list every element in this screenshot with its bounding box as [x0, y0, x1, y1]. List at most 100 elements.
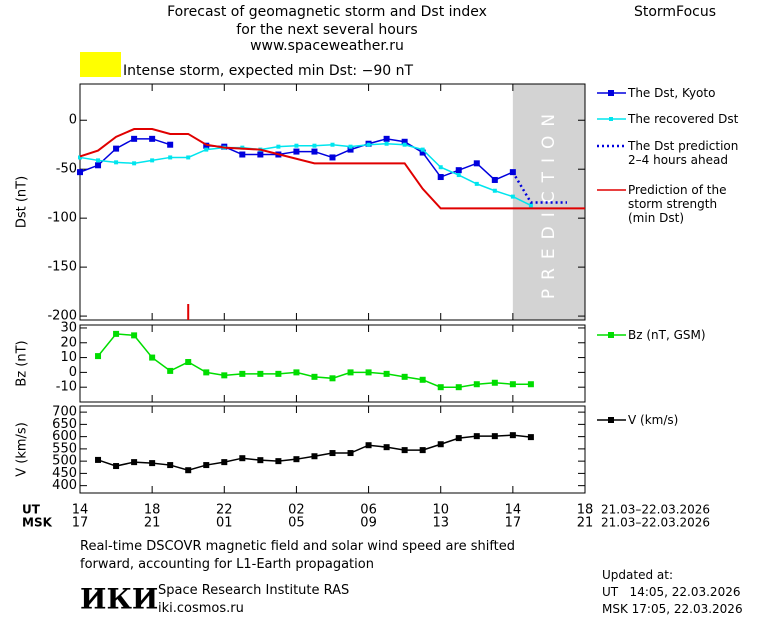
data-point	[77, 169, 83, 176]
data-point	[294, 143, 299, 148]
data-point	[293, 456, 300, 463]
msk-label: MSK	[22, 516, 53, 530]
data-point	[401, 138, 408, 145]
x-tick-label: 10	[432, 503, 449, 518]
x-tick-label-msk: 01	[216, 516, 233, 531]
storm-legend-text: Intense storm, expected min Dst: −90 nT	[123, 63, 413, 79]
legend-marker	[608, 90, 614, 96]
data-point	[131, 459, 138, 466]
data-point	[311, 453, 318, 460]
data-point	[527, 381, 534, 388]
y-tick-label: -10	[56, 380, 77, 395]
y-tick-label: 550	[52, 441, 77, 456]
data-point	[257, 151, 264, 158]
data-point	[348, 144, 353, 149]
y-tick-label: 20	[60, 335, 77, 350]
data-point	[456, 173, 461, 178]
x-tick-label-msk: 05	[288, 516, 305, 531]
data-point	[365, 369, 372, 376]
y-tick-label: 400	[52, 478, 77, 493]
brand: StormFocus	[634, 4, 716, 20]
data-point	[78, 155, 82, 160]
legend-entry: V (km/s)	[628, 413, 679, 427]
series-line	[511, 171, 567, 204]
data-point	[311, 148, 318, 155]
data-point	[510, 194, 515, 199]
data-point	[167, 141, 174, 148]
data-point	[167, 462, 174, 469]
x-tick-label-msk: 17	[72, 516, 89, 531]
data-point	[312, 143, 317, 148]
data-point	[419, 149, 426, 156]
data-point	[132, 161, 137, 166]
data-point	[347, 146, 354, 153]
series-line	[79, 138, 514, 181]
data-point	[95, 162, 102, 169]
data-point	[150, 158, 155, 163]
prediction-label: PREDICTION	[539, 105, 559, 299]
website: iki.cosmos.ru	[158, 601, 244, 616]
y-tick-label: 30	[60, 320, 77, 335]
plot-frame	[79, 324, 586, 403]
x-tick-label-msk: 09	[360, 516, 377, 531]
data-point	[96, 158, 101, 163]
series-line	[79, 128, 585, 210]
note-line: Real-time DSCOVR magnetic field and sola…	[80, 539, 516, 554]
data-point	[221, 372, 228, 379]
data-point	[204, 147, 209, 152]
x-tick-label: 22	[216, 503, 233, 518]
data-point	[509, 432, 516, 439]
data-point	[293, 148, 300, 155]
data-point	[491, 176, 498, 183]
plot-frame	[79, 83, 586, 321]
y-tick-label: 700	[52, 405, 77, 420]
data-point	[275, 370, 282, 377]
x-tick-label: 18	[144, 503, 161, 518]
title-line: www.spaceweather.ru	[250, 38, 404, 54]
data-point	[383, 135, 390, 142]
y-tick-label: 0	[69, 365, 77, 380]
data-point	[113, 145, 120, 152]
data-point	[438, 165, 443, 170]
data-point	[473, 433, 480, 440]
data-point	[492, 188, 497, 193]
data-point	[347, 450, 354, 457]
legend-entry: Prediction of the storm strength (min Ds…	[628, 183, 727, 225]
y-axis-label: V (km/s)	[15, 422, 30, 477]
data-point	[491, 433, 498, 440]
x-tick-label-msk: 21	[144, 516, 161, 531]
data-point	[437, 384, 444, 391]
data-point	[329, 154, 336, 161]
x-tick-label: 14	[72, 503, 89, 518]
series-line	[79, 142, 532, 207]
data-point	[131, 135, 138, 142]
data-point	[402, 142, 407, 147]
ut-label: UT	[22, 503, 41, 517]
legend-entry: The Dst, Kyoto	[628, 86, 716, 100]
data-point	[455, 167, 462, 174]
x-tick-label: 14	[505, 503, 522, 518]
y-axis-label: Dst (nT)	[15, 176, 30, 228]
data-point	[239, 455, 246, 462]
data-point	[455, 384, 462, 391]
data-point	[527, 434, 534, 441]
data-point	[185, 359, 192, 366]
data-point	[149, 135, 156, 142]
x-tick-label: 18	[577, 503, 594, 518]
legend-entry: The Dst prediction 2–4 hours ahead	[628, 139, 739, 167]
data-point	[114, 160, 119, 165]
updated-ut: UT 14:05, 22.03.2026	[602, 585, 741, 599]
data-point	[491, 379, 498, 386]
data-point	[257, 370, 264, 377]
updated-label: Updated at:	[602, 568, 673, 582]
data-point	[365, 442, 372, 449]
x-tick-label: 06	[360, 503, 377, 518]
data-point	[366, 142, 371, 147]
data-point	[131, 332, 138, 339]
data-point	[473, 160, 480, 167]
data-point	[239, 370, 246, 377]
data-point	[528, 203, 533, 208]
storm-legend-swatch	[80, 52, 121, 77]
data-point	[293, 369, 300, 376]
